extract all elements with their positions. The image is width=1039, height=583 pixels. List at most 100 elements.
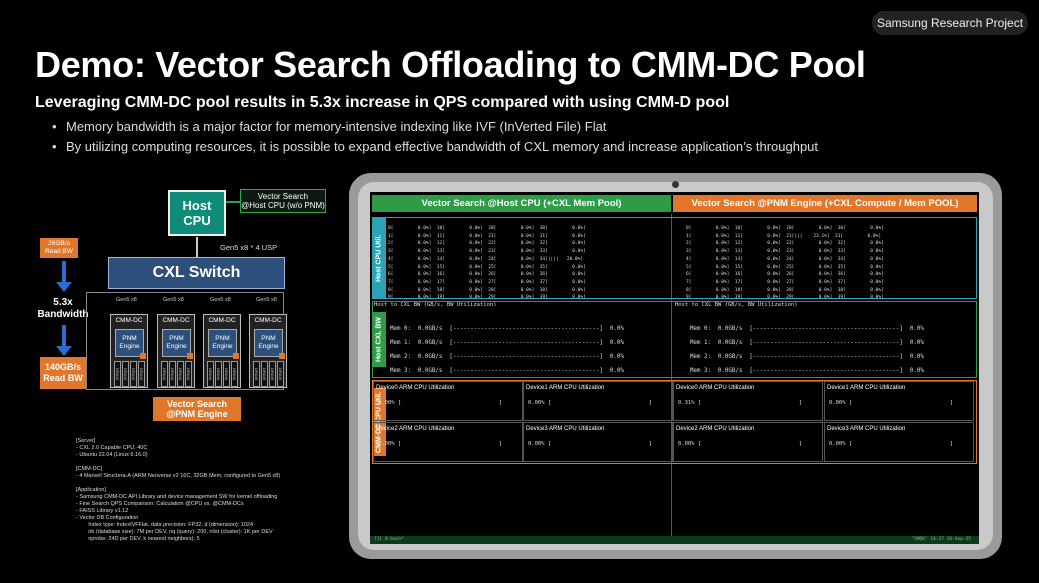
- camera-icon: [672, 181, 679, 188]
- arm-util-bracket: ]: [798, 400, 802, 406]
- bw-small-label: 26GB/s Read BW: [45, 240, 73, 255]
- arm-util-title: Device3 ARM CPU Utilization: [827, 426, 906, 432]
- bw-rows-right: Mem 0: 0.0GB/s [------------------------…: [690, 326, 924, 374]
- spec-notes: [Server] - CXL 2.0 Capable CPU, 40C - Ub…: [76, 438, 281, 542]
- page-title: Demo: Vector Search Offloading to CMM-DC…: [35, 44, 866, 85]
- vs-pnm-label: Vector Search @PNM Engine: [153, 397, 241, 421]
- gen-link-label: Gen5 x8: [116, 297, 137, 303]
- pnm-label: PNM Engine: [212, 335, 233, 350]
- gen-link-label: Gen5 x8: [210, 297, 231, 303]
- arm-util-title: Device3 ARM CPU Utilization: [526, 426, 605, 432]
- arm-util-value: 0.31% [: [678, 400, 702, 406]
- pnm-engine: PNM Engine: [208, 329, 239, 359]
- cmm-dc-title: CMM-DC: [115, 317, 143, 324]
- cmm-dc-device: CMM-DC PNM Engine DRAM DRAM DRAM DRAM: [249, 314, 287, 388]
- dram-chip: DRAM: [231, 361, 238, 387]
- bw-rows-left: Mem 0: 0.0GB/s [------------------------…: [390, 326, 624, 374]
- arm-util-title: Device2 ARM CPU Utilization: [376, 426, 455, 432]
- pnm-label: PNM Engine: [258, 335, 279, 350]
- dram-chip: DRAM: [177, 361, 184, 387]
- bw-arrow-top: [62, 261, 66, 283]
- cmm-dc-title: CMM-DC: [162, 317, 190, 324]
- dram-chip: DRAM: [261, 361, 268, 387]
- arm-util-bracket: ]: [949, 400, 953, 406]
- bw-ratio-label: 5.3x Bandwidth: [37, 297, 89, 320]
- arm-util-title: Device0 ARM CPU Utilization: [676, 385, 755, 391]
- arm-util-value: 0.00% [: [829, 400, 853, 406]
- arm-util-bracket: ]: [798, 441, 802, 447]
- arm-util-value: 0.00% [: [378, 400, 402, 406]
- arm-util-value: 0.00% [: [528, 441, 552, 447]
- pnm-label: PNM Engine: [119, 335, 140, 350]
- pnm-marker: [279, 353, 285, 359]
- arm-util-cell: Device1 ARM CPU Utilization 0.00% []: [523, 381, 673, 421]
- host-cpu-box: Host CPU: [168, 190, 226, 236]
- pnm-marker: [233, 353, 239, 359]
- arm-util-title: Device1 ARM CPU Utilization: [526, 385, 605, 391]
- arm-util-bracket: ]: [498, 400, 502, 406]
- arm-util-bracket: ]: [648, 400, 652, 406]
- dram-chip: DRAM: [114, 361, 121, 387]
- header-pnm-engine: Vector Search @PNM Engine (+CXL Compute …: [673, 195, 977, 212]
- arm-util-cell: Device3 ARM CPU Utilization 0.00% []: [824, 422, 974, 462]
- vs-pnm-text: Vector Search @PNM Engine: [166, 399, 228, 419]
- header-host-cpu: Vector Search @Host CPU (+CXL Mem Pool): [372, 195, 671, 212]
- gen-link-label: Gen5 x8: [163, 297, 184, 303]
- project-badge: Samsung Research Project: [872, 11, 1028, 35]
- vs-host-label: Vector Search @Host CPU (w/o PNM): [240, 189, 326, 213]
- arm-util-bracket: ]: [498, 441, 502, 447]
- gen5-link-label: Gen5 x8 * 4 USP: [220, 243, 278, 252]
- dram-chip: DRAM: [215, 361, 222, 387]
- dram-chip: DRAM: [138, 361, 145, 387]
- host-cpu-label: Host CPU: [182, 198, 212, 228]
- dram-chip: DRAM: [130, 361, 137, 387]
- dram-chip: DRAM: [253, 361, 260, 387]
- arm-util-value: 0.00% [: [678, 441, 702, 447]
- page-subtitle: Leveraging CMM-DC pool results in 5.3x i…: [35, 94, 730, 111]
- arm-util-cell: Device2 ARM CPU Utilization 0.00% []: [373, 422, 523, 462]
- arm-util-cell: Device0 ARM CPU Utilization 0.31% []: [673, 381, 823, 421]
- dram-chip: DRAM: [207, 361, 214, 387]
- arm-util-title: Device0 ARM CPU Utilization: [376, 385, 455, 391]
- bullet-item: Memory bandwidth is a major factor for m…: [52, 117, 818, 137]
- dram-chip: DRAM: [223, 361, 230, 387]
- host-to-switch-line: [196, 237, 198, 257]
- arm-util-title: Device2 ARM CPU Utilization: [676, 426, 755, 432]
- tag-host-cpu-util: Host CPU Util.: [372, 217, 386, 299]
- arm-util-value: 0.00% [: [378, 441, 402, 447]
- dram-chip: DRAM: [269, 361, 276, 387]
- pane-divider: [671, 214, 672, 544]
- bw-arrowhead-bottom: [56, 346, 72, 356]
- dram-chip: DRAM: [122, 361, 129, 387]
- dram-chip: DRAM: [277, 361, 284, 387]
- tmux-status-bar: [1] 0:bash* "SMDK" 14:27 16-Sep-25: [370, 536, 979, 544]
- cmm-dc-device: CMM-DC PNM Engine DRAM DRAM DRAM DRAM: [110, 314, 148, 388]
- pnm-marker: [140, 353, 146, 359]
- bw-arrowhead-top: [56, 282, 72, 292]
- vs-host-text: Vector Search @Host CPU (w/o PNM): [241, 192, 325, 210]
- pnm-engine: PNM Engine: [162, 329, 193, 359]
- bw-title-left: Host to CXL BW (GB/s, BW Utilization): [374, 302, 497, 308]
- dram-chip: DRAM: [169, 361, 176, 387]
- terminal-screen: Vector Search @Host CPU (+CXL Mem Pool) …: [370, 192, 979, 544]
- cpu-util-left: 0[ 0.0%] 10[ 0.0%] 20[ 0.0%] 30[ 0.0%] 1…: [388, 226, 586, 301]
- arm-util-cell: Device0 ARM CPU Utilization 0.00% []: [373, 381, 523, 421]
- bw-big-box: 140GB/s Read BW: [40, 357, 86, 389]
- gen-link-label: Gen5 x8: [256, 297, 277, 303]
- tag-host-cxl-bw: Host CXL BW: [372, 312, 386, 367]
- status-right: "SMDK" 14:27 16-Sep-25: [911, 537, 971, 542]
- bw-big-label: 140GB/s Read BW: [43, 362, 83, 383]
- bw-title-right: Host to CXL BW (GB/s, BW Utilization): [675, 302, 798, 308]
- cmm-dc-device: CMM-DC PNM Engine DRAM DRAM DRAM DRAM: [157, 314, 195, 388]
- bw-arrow-bottom: [62, 325, 66, 347]
- host-link-line: [226, 201, 240, 203]
- dram-chip: DRAM: [161, 361, 168, 387]
- arm-util-title: Device1 ARM CPU Utilization: [827, 385, 906, 391]
- pnm-engine: PNM Engine: [254, 329, 285, 359]
- arm-util-cell: Device1 ARM CPU Utilization 0.00% []: [824, 381, 974, 421]
- bw-small-box: 26GB/s Read BW: [40, 238, 78, 258]
- arm-util-value: 0.00% [: [829, 441, 853, 447]
- arm-util-bracket: ]: [648, 441, 652, 447]
- pnm-engine: PNM Engine: [115, 329, 146, 359]
- status-left: [1] 0:bash*: [374, 537, 404, 542]
